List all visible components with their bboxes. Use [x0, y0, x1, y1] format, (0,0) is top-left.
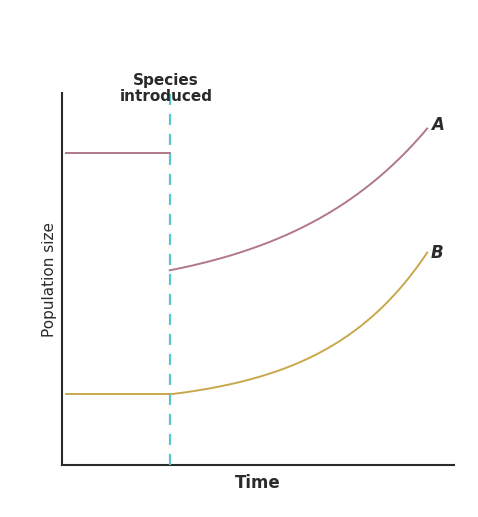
X-axis label: Time: Time — [235, 474, 281, 492]
Y-axis label: Population size: Population size — [42, 222, 56, 337]
Text: Species: Species — [133, 73, 199, 88]
Text: B: B — [431, 244, 444, 262]
Text: A: A — [431, 116, 444, 134]
Text: introduced: introduced — [120, 89, 212, 104]
